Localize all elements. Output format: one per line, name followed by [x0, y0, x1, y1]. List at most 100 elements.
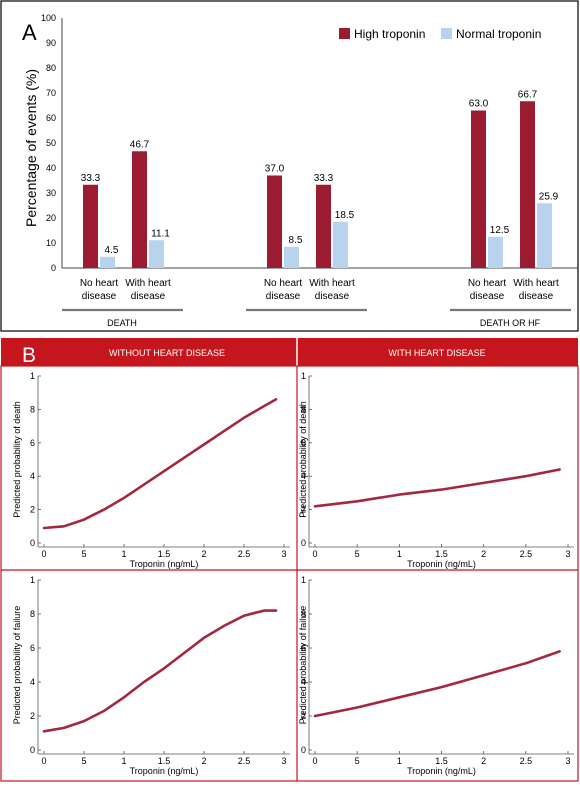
y-tick-label: 50: [46, 138, 56, 148]
category-label-line1: With heart: [125, 278, 171, 289]
y-tick-label: 60: [46, 113, 56, 123]
bar-normal-troponin: [149, 240, 164, 268]
x-tick-label: 1: [121, 549, 126, 559]
y-tick-label: 8: [30, 609, 35, 619]
category-label-line1: With heart: [309, 278, 355, 289]
bar-high-troponin: [83, 184, 98, 268]
y-tick-label: 2: [30, 711, 35, 721]
y-tick-label: 6: [301, 643, 306, 653]
panel-b-label: B: [22, 344, 36, 367]
y-tick-label: 6: [30, 643, 35, 653]
bar-value-label: 25.9: [539, 191, 559, 202]
y-tick-label: 2: [301, 711, 306, 721]
y-tick-label: 1: [301, 371, 306, 381]
probability-curve: [313, 650, 561, 718]
panel-a-label: A: [22, 20, 37, 45]
x-tick-label: 3: [281, 756, 286, 766]
bar-value-label: 33.3: [81, 173, 101, 184]
x-tick-label: 0: [41, 756, 46, 766]
x-axis-label: Troponin (ng/mL): [407, 559, 476, 569]
category-label-line2: disease: [470, 291, 505, 302]
y-tick-label: 20: [46, 213, 56, 223]
probability-curve: [42, 398, 278, 530]
y-tick-label: 70: [46, 88, 56, 98]
bar-value-label: 11.1: [151, 228, 170, 239]
y-tick-label: 1: [30, 575, 35, 585]
panel-a-bars: 33.3 4.5 46.7 11.1 37.0 8.5 33.3 18.5 63.0 12.5 66…: [81, 89, 559, 268]
y-tick-label: 4: [30, 471, 35, 481]
y-tick-label: 1: [30, 371, 35, 381]
x-tick-label: 5: [355, 549, 360, 559]
x-tick-label: 1: [397, 549, 402, 559]
panel-a-category-labels: No heart disease With heart disease No heart…: [80, 278, 559, 302]
y-tick-label: 0: [301, 538, 306, 548]
bar-value-label: 8.5: [289, 235, 303, 246]
category-label-line1: No heart: [264, 278, 303, 289]
x-tick-label: 1.5: [435, 549, 448, 559]
bar-high-troponin: [132, 151, 147, 268]
bar-high-troponin: [471, 110, 486, 268]
x-axis-label: Troponin (ng/mL): [407, 766, 476, 776]
bar-normal-troponin: [333, 221, 348, 268]
x-tick-label: 0: [312, 756, 317, 766]
x-tick-label: 3: [565, 549, 570, 559]
bar-value-label: 37.0: [265, 164, 285, 175]
y-tick-label: 80: [46, 63, 56, 73]
y-axis-label: Predicted probability of failure: [298, 606, 308, 725]
x-tick-label: 1.5: [435, 756, 448, 766]
x-tick-label: 2: [481, 549, 486, 559]
y-tick-label: 2: [30, 505, 35, 515]
y-tick-label: 40: [46, 163, 56, 173]
y-tick-label: 10: [46, 238, 56, 248]
category-label-line1: With heart: [513, 278, 559, 289]
legend-swatch-normal: [441, 28, 452, 39]
probability-curve: [313, 468, 561, 508]
bar-high-troponin: [520, 101, 535, 268]
x-tick-label: 5: [81, 549, 86, 559]
x-tick-label: 2.5: [520, 549, 533, 559]
x-tick-label: 1: [397, 756, 402, 766]
bar-normal-troponin: [284, 246, 299, 268]
bar-value-label: 46.7: [130, 139, 150, 150]
y-tick-label: 100: [41, 13, 56, 23]
x-tick-label: 2.5: [238, 549, 251, 559]
category-label-line2: disease: [266, 291, 301, 302]
probability-curve: [42, 609, 278, 733]
legend-swatch-high: [339, 28, 350, 39]
y-tick-label: 8: [301, 609, 306, 619]
y-tick-label: 1: [301, 575, 306, 585]
bar-value-label: 18.5: [335, 210, 355, 221]
legend-label-normal: Normal troponin: [456, 27, 541, 41]
y-tick-label: 4: [301, 471, 306, 481]
x-tick-label: 1.5: [158, 756, 171, 766]
x-tick-label: 1: [121, 756, 126, 766]
category-label-line2: disease: [131, 291, 166, 302]
bar-high-troponin: [316, 184, 331, 268]
y-tick-label: 30: [46, 188, 56, 198]
bar-normal-troponin: [488, 236, 503, 268]
panel-b-header-with: WITH HEART DISEASE: [388, 348, 485, 358]
x-tick-label: 2.5: [238, 756, 251, 766]
x-tick-label: 0: [312, 549, 317, 559]
x-tick-label: 2: [201, 549, 206, 559]
panel-a-y-ticks: 0 10 20 30 40 50 60 70 80 90 100: [41, 13, 56, 273]
y-tick-label: 4: [30, 677, 35, 687]
panel-b-frame: [0, 365, 579, 782]
category-label-line1: No heart: [80, 278, 119, 289]
bar-normal-troponin: [100, 256, 115, 268]
y-axis-label: Predicted probability of death: [298, 401, 308, 518]
x-tick-label: 5: [355, 756, 360, 766]
x-tick-label: 3: [565, 756, 570, 766]
bar-value-label: 12.5: [490, 225, 510, 236]
y-tick-label: 8: [301, 404, 306, 414]
y-tick-label: 6: [30, 438, 35, 448]
y-tick-label: 8: [30, 404, 35, 414]
x-tick-label: 2.5: [520, 756, 533, 766]
category-label-line1: No heart: [468, 278, 507, 289]
bar-value-label: 66.7: [518, 89, 538, 100]
